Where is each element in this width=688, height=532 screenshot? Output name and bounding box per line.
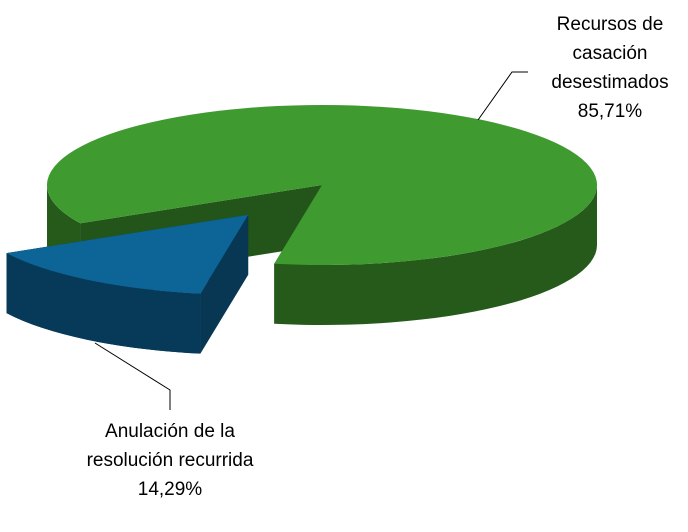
slice-side-wall bbox=[274, 185, 597, 325]
slice-label: Anulación de la resolución recurrida 14,… bbox=[42, 417, 298, 504]
label-value: 14,29% bbox=[137, 479, 203, 500]
leader-line bbox=[477, 71, 528, 121]
slice-side-wall bbox=[6, 253, 201, 354]
slice bbox=[46, 104, 597, 265]
label-value: 85,71% bbox=[577, 101, 643, 122]
leader-line bbox=[94, 342, 171, 410]
slice-cut-wall bbox=[200, 214, 249, 354]
label-name: Recursos de casación desestimados bbox=[551, 14, 669, 93]
slice-label: Recursos de casación desestimados 85,71% bbox=[520, 10, 688, 126]
label-name: Anulación de la resolución recurrida bbox=[86, 421, 254, 471]
slice bbox=[6, 214, 249, 294]
